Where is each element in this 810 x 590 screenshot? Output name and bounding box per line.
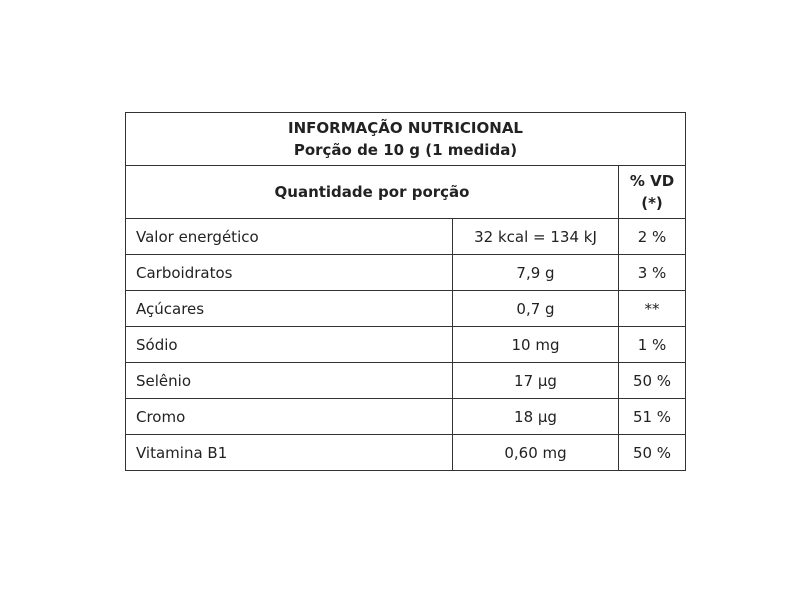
cell: Valor energético <box>125 218 453 255</box>
nutrition-table: INFORMAÇÃO NUTRICIONAL Porção de 10 g (1 … <box>125 112 686 471</box>
title: INFORMAÇÃO NUTRICIONAL <box>288 119 523 137</box>
rows: Valor energético 32 kcal = 134 kJ 2 % Carbo… <box>125 218 686 471</box>
cell: 17 µg <box>452 362 619 399</box>
cell: 0,7 g <box>452 290 619 327</box>
cell: 50 % <box>618 362 686 399</box>
cell: 0,60 mg <box>452 434 619 471</box>
row: Sódio 10 mg 1 % <box>125 326 686 363</box>
cell: Carboidratos <box>125 254 453 291</box>
cell: Açúcares <box>125 290 453 327</box>
row: Cromo 18 µg 51 % <box>125 398 686 435</box>
cell: Cromo <box>125 398 453 435</box>
row: Selênio 17 µg 50 % <box>125 362 686 399</box>
cell: Vitamina B1 <box>125 434 453 471</box>
row: Valor energético 32 kcal = 134 kJ 2 % <box>125 218 686 255</box>
cell: Selênio <box>125 362 453 399</box>
cell: 1 % <box>618 326 686 363</box>
cell: 7,9 g <box>452 254 619 291</box>
cell: 50 % <box>618 434 686 471</box>
subtitle: Porção de 10 g (1 medida) <box>293 141 518 159</box>
cell: 32 kcal = 134 kJ <box>452 218 619 255</box>
cell: 2 % <box>618 218 686 255</box>
cell: 18 µg <box>452 398 619 435</box>
cell: ** <box>618 290 686 327</box>
header-cell: Quantidade por porção <box>125 165 619 219</box>
row: Açúcares 0,7 g ** <box>125 290 686 327</box>
table-title: INFORMAÇÃO NUTRICIONAL Porção de 10 g (1 … <box>125 112 686 166</box>
cell: 3 % <box>618 254 686 291</box>
cell: Sódio <box>125 326 453 363</box>
cell: 10 mg <box>452 326 619 363</box>
header-cell: % VD (*) <box>618 165 686 219</box>
row: Vitamina B1 0,60 mg 50 % <box>125 434 686 471</box>
cell: 51 % <box>618 398 686 435</box>
